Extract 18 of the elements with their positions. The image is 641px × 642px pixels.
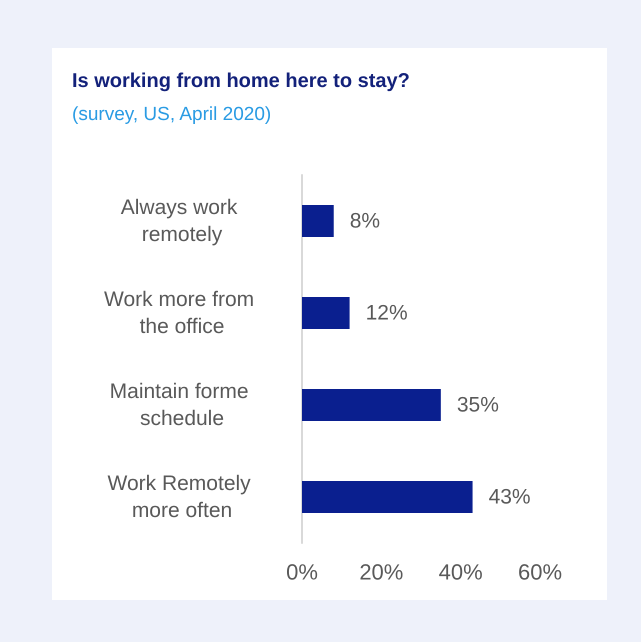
y-tick-label: Work Remotely more often bbox=[108, 472, 256, 522]
data-label: 35% bbox=[456, 394, 499, 416]
data-label: 8% bbox=[350, 210, 380, 232]
data-label: 43% bbox=[488, 486, 531, 508]
bar bbox=[302, 389, 441, 421]
y-tick-label: Work more from the office bbox=[104, 288, 260, 338]
chart-title: Is working from home here to stay? bbox=[72, 70, 410, 92]
bar bbox=[302, 297, 350, 329]
y-tick-label: Always work remotely bbox=[120, 196, 244, 246]
x-tick-label: 0% bbox=[286, 560, 318, 584]
bar bbox=[302, 481, 473, 513]
data-label: 12% bbox=[366, 302, 408, 324]
x-tick-label: 60% bbox=[518, 560, 562, 584]
chart-subtitle: (survey, US, April 2020) bbox=[72, 104, 272, 125]
y-tick-label: Maintain forme schedule bbox=[110, 380, 254, 430]
x-tick-label: 40% bbox=[438, 560, 483, 584]
x-tick-label: 20% bbox=[359, 560, 404, 584]
bar bbox=[302, 205, 334, 237]
